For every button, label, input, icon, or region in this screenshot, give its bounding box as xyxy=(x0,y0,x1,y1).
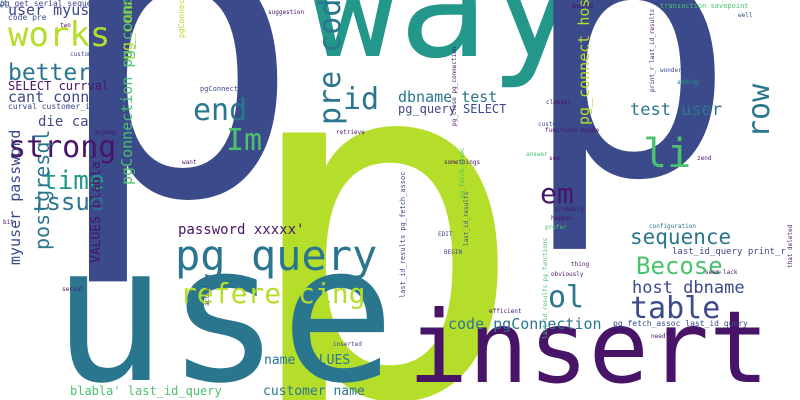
cloud-word-issue: issue xyxy=(32,188,105,216)
cloud-word-well: well xyxy=(738,12,753,19)
cloud-word-see: see xyxy=(549,155,560,162)
cloud-word-myuser-password: myuser password xyxy=(6,129,24,265)
cloud-word-probably: probably xyxy=(555,206,584,213)
cloud-word-better: better xyxy=(8,60,92,86)
cloud-word-customer-name: customer name xyxy=(263,384,365,399)
cloud-word-use: use xyxy=(52,204,396,400)
cloud-word-configuration: configuration xyxy=(649,223,696,230)
cloud-word-pg-query: pg_query xyxy=(175,231,378,280)
cloud-word-strong: strong xyxy=(8,130,117,165)
cloud-word-classes: classes xyxy=(546,99,572,106)
cloud-word-zend: zend xyxy=(697,155,712,162)
cloud-word-host-dbname: host dbname xyxy=(632,278,745,298)
cloud-word-pre-code: pre code xyxy=(313,0,348,125)
cloud-word-cant-connect: cant connect' xyxy=(8,88,126,106)
cloud-word-code-pre: code pre xyxy=(8,13,47,22)
cloud-word-commit: COMMIT xyxy=(219,169,241,176)
cloud-word-answer: answer xyxy=(526,151,548,158)
cloud-word-works: works xyxy=(8,15,111,55)
cloud-word-insert: insert xyxy=(408,289,770,400)
cloud-word-becose: Becose xyxy=(636,252,723,280)
cloud-word-that-deleted: that deleted xyxy=(787,224,794,268)
cloud-word-end: end xyxy=(193,93,248,128)
cloud-word-last-id-results: last_id_results xyxy=(463,191,470,246)
cloud-word-print-r-last-id-results: print_r last_id_results xyxy=(649,8,656,92)
cloud-word-seem-lack: seem lack xyxy=(705,269,738,276)
cloud-word-last-id-query-print-r: last_id_query print_r xyxy=(672,247,786,257)
cloud-word-password-xxxxx: password xxxxx' xyxy=(178,222,305,238)
cloud-word-pg-fetch-assoc: pg_fetch_assoc xyxy=(459,147,466,198)
cloud-word-transaction-savepoint: transaction savepoint xyxy=(660,2,749,10)
cloud-word-im: Im xyxy=(226,123,263,158)
cloud-word-pg-connect-host: pg_connect host xyxy=(575,0,593,125)
cloud-word-pgconnection: pgConnection xyxy=(177,0,186,38)
cloud-word-efficient: efficient xyxy=(489,308,522,315)
cloud-word-table: table xyxy=(630,291,721,326)
cloud-word-serial: serial xyxy=(62,286,84,293)
cloud-word-pgconnection-code: pgConnection code xyxy=(200,85,272,93)
cloud-word-prefer: prefer xyxy=(545,224,567,231)
cloud-word-last-id-results-pg-fetch-assoc: last_id_results pg_fetch_assoc xyxy=(399,171,407,298)
cloud-word-p: p xyxy=(50,0,303,294)
cloud-word-pgconnection-pg-connect: pgConnection pg_connect xyxy=(118,0,136,185)
cloud-word-somethings: somethings xyxy=(444,159,481,166)
cloud-word-build: build xyxy=(572,2,594,10)
cloud-word-die-cant: die cant xyxy=(38,114,106,130)
cloud-word-begin: BEGIN xyxy=(444,249,463,256)
cloud-word-postgresql: postgresql xyxy=(30,129,54,250)
cloud-word-select-currval: SELECT currval xyxy=(8,79,110,93)
cloud-word-bit: bit xyxy=(3,219,14,226)
cloud-word-needle: needle xyxy=(651,333,673,340)
cloud-word-inserted: inserted xyxy=(333,341,362,348)
cloud-word-row: row xyxy=(742,83,777,138)
cloud-word-test-user: test user xyxy=(630,100,723,120)
cloud-word-p: p xyxy=(238,0,527,400)
cloud-word-p: p xyxy=(520,0,737,259)
cloud-word-id: id xyxy=(343,82,380,117)
cloud-word-retrieve: retrieve xyxy=(336,129,365,136)
cloud-word-wondering: wondering xyxy=(660,67,693,74)
cloud-word-dbname-test: dbname test xyxy=(398,88,498,106)
cloud-word-pg-fetch-assoc-last-id-query: pg_fetch_assoc last_id_query xyxy=(613,319,748,328)
cloud-word-time: time xyxy=(42,166,105,196)
cloud-word-thing: thing xyxy=(571,261,590,268)
cloud-word-sequence: sequence xyxy=(630,225,732,249)
cloud-word-customer-id-seq: customer_id_seq xyxy=(70,51,125,58)
cloud-word-pg-get-serial-sequence-dont: pg_get_serial_sequence dont xyxy=(0,0,131,8)
cloud-word-two: two xyxy=(60,22,71,29)
cloud-word-li: li xyxy=(643,131,692,177)
cloud-word-actual: actual xyxy=(204,284,211,306)
cloud-word-code-pgconnection: code pgConnection xyxy=(448,315,602,333)
cloud-word-want: want xyxy=(182,159,197,166)
cloud-word-functions-maybe: functions maybe xyxy=(545,127,600,134)
cloud-word-ol: ol xyxy=(548,280,585,315)
cloud-word-em: em xyxy=(540,177,574,210)
cloud-word-suggestion: suggestion xyxy=(268,9,305,16)
cloud-word-edit: EDIT xyxy=(438,231,453,238)
cloud-word-pg-close-pg-connection: pg_close pg_connection xyxy=(451,46,458,126)
cloud-word-pg-query-select: pg_query SELECT xyxy=(398,102,507,116)
cloud-word-way: way xyxy=(308,0,579,92)
cloud-word-anyway: anyway xyxy=(95,129,117,136)
cloud-word-blabla-last-id-query: blabla' last_id_query xyxy=(70,384,222,398)
cloud-word-customer: customer xyxy=(538,121,567,128)
cloud-word-values-blabla: VALUES blabla' xyxy=(89,153,104,263)
cloud-word-name-values: name VALUES xyxy=(264,353,351,368)
cloud-word-user-myuser: user myuser xyxy=(8,1,108,19)
cloud-word-adding: adding xyxy=(677,79,699,86)
cloud-word-obviously: obviously xyxy=(551,271,584,278)
cloud-word-curval-customer-id-seq: curval customer_id_seq xyxy=(8,102,114,111)
cloud-word-happen: happen xyxy=(551,215,573,222)
cloud-word-referencing: referencing xyxy=(180,277,366,310)
cloud-word-last-id-results-pg-functions: last_id_results pg_functions xyxy=(542,237,549,339)
